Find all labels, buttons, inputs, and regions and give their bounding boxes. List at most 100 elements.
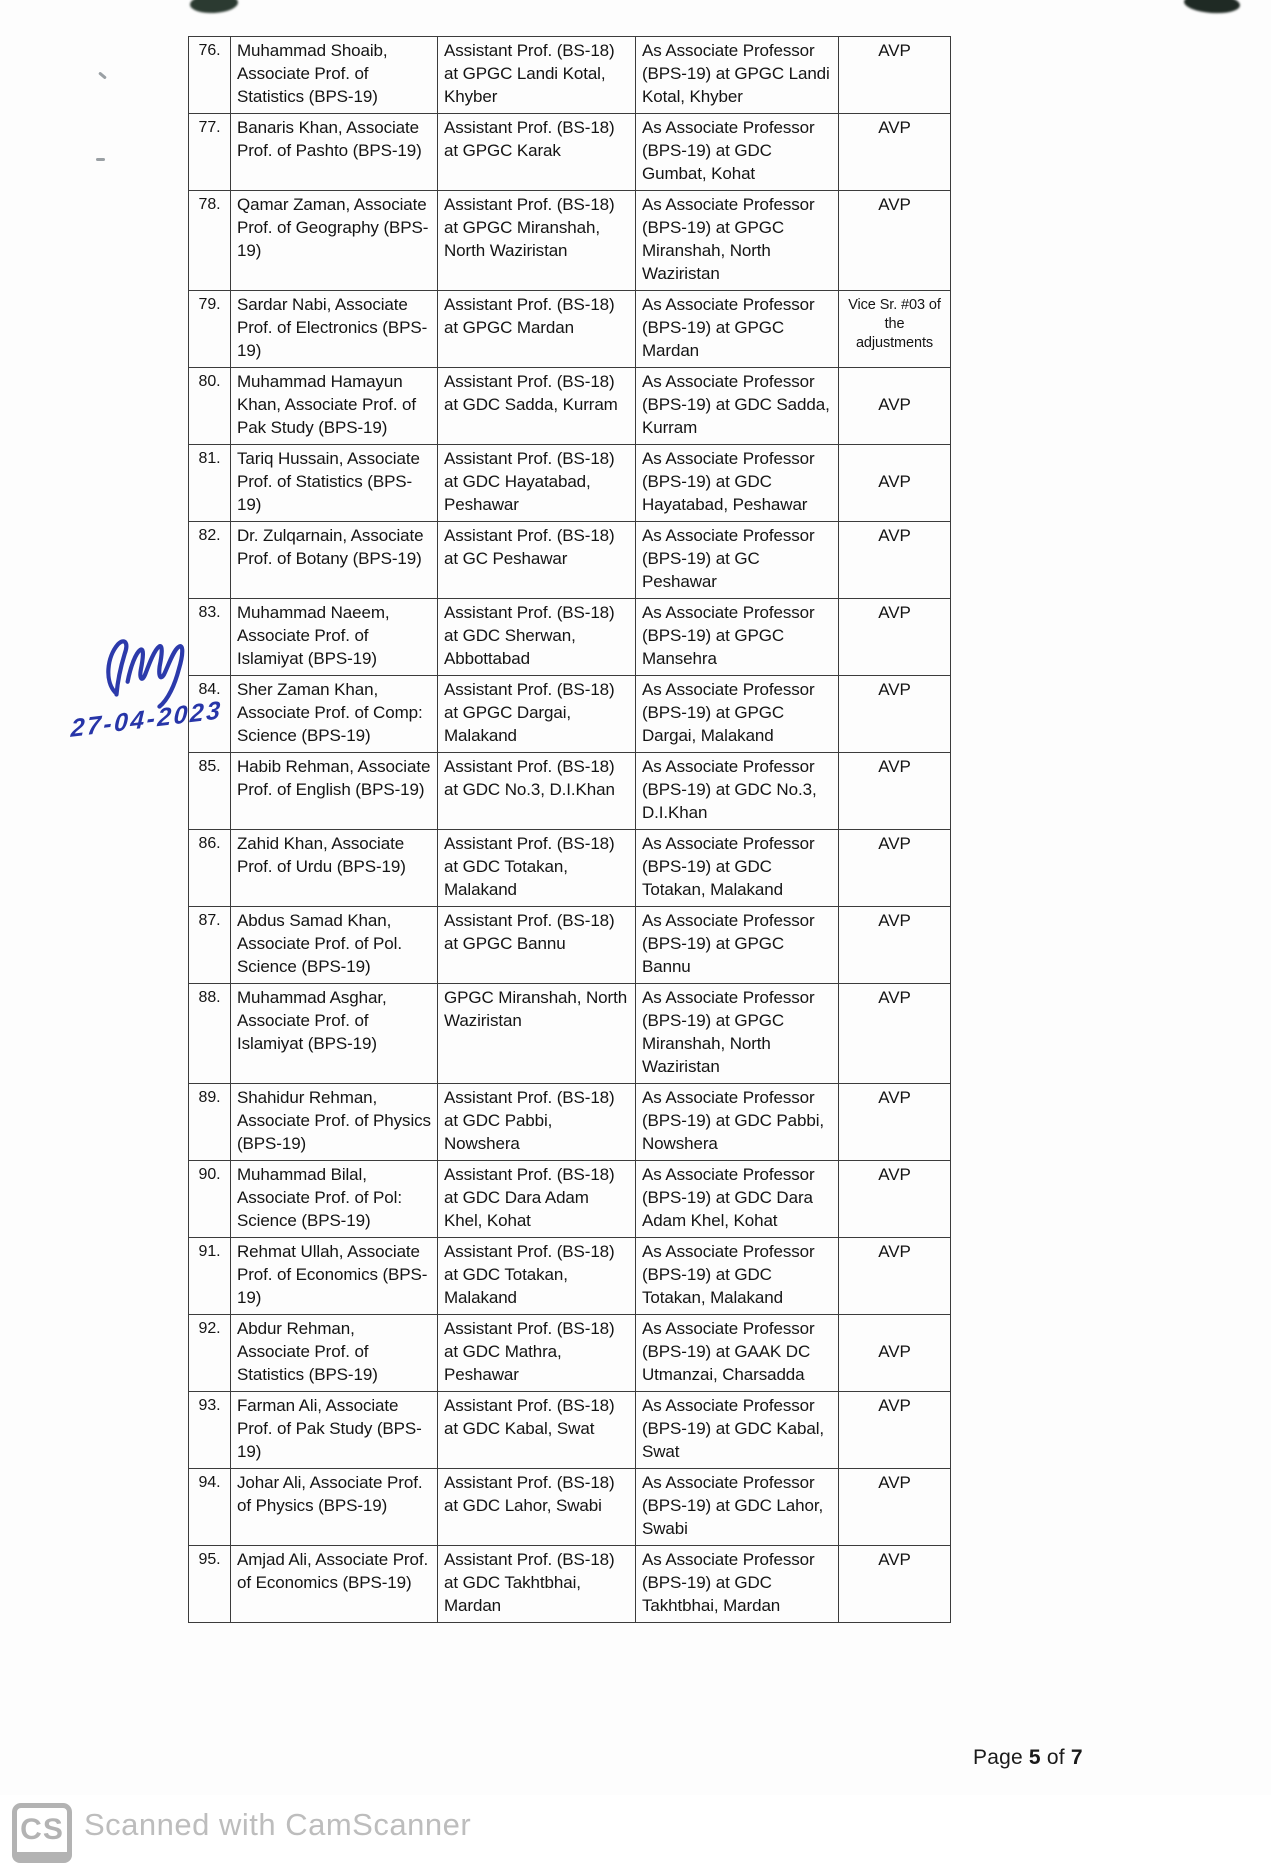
cell-remarks: AVP [838,521,951,599]
camscanner-watermark-text: Scanned with CamScanner [84,1807,472,1842]
cell-remarks: AVP [838,36,951,114]
cell-adjusted-position: As Associate Professor (BPS-19) at GPGC … [635,983,839,1084]
cell-name-designation: Muhammad Bilal, Associate Prof. of Pol: … [230,1160,438,1238]
table-row: 90. Muhammad Bilal, Associate Prof. of Po… [188,1160,951,1238]
table-row: 89. Shahidur Rehman, Associate Prof. of P… [188,1083,951,1161]
table-row: 77. Banaris Khan, Associate Prof. of Pash… [188,113,951,191]
cell-present-position: Assistant Prof. (BS-18) at GPGC Bannu [437,906,636,984]
cell-serial-no: 91. [188,1237,231,1315]
cell-name-designation: Shahidur Rehman, Associate Prof. of Phys… [230,1083,438,1161]
cell-remarks: AVP [838,367,951,445]
cell-serial-no: 78. [188,190,231,291]
cell-serial-no: 92. [188,1314,231,1392]
cell-remarks: AVP [838,675,951,753]
cell-present-position: GPGC Miranshah, North Waziristan [437,983,636,1084]
cell-remarks: AVP [838,1314,951,1392]
table-row: 83. Muhammad Naeem, Associate Prof. of Is… [188,598,951,676]
cell-remarks: AVP [838,598,951,676]
cell-serial-no: 84. [188,675,231,753]
cell-present-position: Assistant Prof. (BS-18) at GPGC Miransha… [437,190,636,291]
cell-adjusted-position: As Associate Professor (BPS-19) at GPGC … [635,598,839,676]
cell-serial-no: 82. [188,521,231,599]
cell-serial-no: 83. [188,598,231,676]
table-row: 86. Zahid Khan, Associate Prof. of Urdu (… [188,829,951,907]
scan-artifact [96,158,105,161]
cell-name-designation: Amjad Ali, Associate Prof. of Economics … [230,1545,438,1623]
cell-adjusted-position: As Associate Professor (BPS-19) at GDC G… [635,113,839,191]
table-row: 80. Muhammad Hamayun Khan, Associate Prof… [188,367,951,445]
scan-artifact [98,71,107,80]
cell-present-position: Assistant Prof. (BS-18) at GDC Totakan, … [437,829,636,907]
cell-remarks: AVP [838,752,951,830]
cell-present-position: Assistant Prof. (BS-18) at GDC Kabal, Sw… [437,1391,636,1469]
cell-remarks: AVP [838,1468,951,1546]
cell-adjusted-position: As Associate Professor (BPS-19) at GPGC … [635,190,839,291]
cell-present-position: Assistant Prof. (BS-18) at GPGC Landi Ko… [437,36,636,114]
cell-present-position: Assistant Prof. (BS-18) at GDC No.3, D.I… [437,752,636,830]
cell-name-designation: Muhammad Hamayun Khan, Associate Prof. o… [230,367,438,445]
cell-serial-no: 81. [188,444,231,522]
cell-name-designation: Muhammad Shoaib, Associate Prof. of Stat… [230,36,438,114]
cell-adjusted-position: As Associate Professor (BPS-19) at GAAK … [635,1314,839,1392]
cell-serial-no: 87. [188,906,231,984]
camscanner-logo-icon: CS [12,1803,72,1857]
cell-present-position: Assistant Prof. (BS-18) at GDC Sherwan, … [437,598,636,676]
cell-present-position: Assistant Prof. (BS-18) at GPGC Dargai, … [437,675,636,753]
cell-adjusted-position: As Associate Professor (BPS-19) at GPGC … [635,675,839,753]
cell-remarks: AVP [838,906,951,984]
cell-serial-no: 76. [188,36,231,114]
cell-name-designation: Abdus Samad Khan, Associate Prof. of Pol… [230,906,438,984]
cell-present-position: Assistant Prof. (BS-18) at GDC Dara Adam… [437,1160,636,1238]
page-current: 5 [1028,1746,1041,1769]
cell-name-designation: Banaris Khan, Associate Prof. of Pashto … [230,113,438,191]
cell-serial-no: 89. [188,1083,231,1161]
table-row: 76. Muhammad Shoaib, Associate Prof. of S… [188,36,951,114]
page-word: Page [973,1746,1023,1769]
cell-remarks: AVP [838,190,951,291]
cell-present-position: Assistant Prof. (BS-18) at GDC Takhtbhai… [437,1545,636,1623]
cell-serial-no: 88. [188,983,231,1084]
cell-adjusted-position: As Associate Professor (BPS-19) at GPGC … [635,906,839,984]
cell-serial-no: 80. [188,367,231,445]
cell-remarks: AVP [838,113,951,191]
cell-adjusted-position: As Associate Professor (BPS-19) at GDC K… [635,1391,839,1469]
cell-adjusted-position: As Associate Professor (BPS-19) at GDC T… [635,829,839,907]
cell-adjusted-position: As Associate Professor (BPS-19) at GDC T… [635,1545,839,1623]
cell-present-position: Assistant Prof. (BS-18) at GDC Totakan, … [437,1237,636,1315]
cell-present-position: Assistant Prof. (BS-18) at GPGC Karak [437,113,636,191]
cell-serial-no: 90. [188,1160,231,1238]
table-row: 88. Muhammad Asghar, Associate Prof. of I… [188,983,951,1084]
cell-name-designation: Abdur Rehman, Associate Prof. of Statist… [230,1314,438,1392]
table-row: 94. Johar Ali, Associate Prof. of Physics… [188,1468,951,1546]
cell-serial-no: 93. [188,1391,231,1469]
camscanner-footer: CS Scanned with CamScanner [0,1795,1271,1868]
table-row: 85. Habib Rehman, Associate Prof. of Engl… [188,752,951,830]
table-row: 91. Rehmat Ullah, Associate Prof. of Econ… [188,1237,951,1315]
cell-present-position: Assistant Prof. (BS-18) at GC Peshawar [437,521,636,599]
cell-name-designation: Sardar Nabi, Associate Prof. of Electron… [230,290,438,368]
cell-present-position: Assistant Prof. (BS-18) at GPGC Mardan [437,290,636,368]
table-row: 87. Abdus Samad Khan, Associate Prof. of … [188,906,951,984]
cell-serial-no: 94. [188,1468,231,1546]
cell-remarks: AVP [838,1160,951,1238]
cell-remarks: AVP [838,1237,951,1315]
cell-adjusted-position: As Associate Professor (BPS-19) at GDC N… [635,752,839,830]
camscanner-logo-base [12,1852,72,1863]
cell-serial-no: 79. [188,290,231,368]
cell-name-designation: Rehmat Ullah, Associate Prof. of Economi… [230,1237,438,1315]
cell-adjusted-position: As Associate Professor (BPS-19) at GDC S… [635,367,839,445]
cell-serial-no: 77. [188,113,231,191]
cell-present-position: Assistant Prof. (BS-18) at GDC Lahor, Sw… [437,1468,636,1546]
cell-name-designation: Muhammad Asghar, Associate Prof. of Isla… [230,983,438,1084]
cell-present-position: Assistant Prof. (BS-18) at GDC Hayatabad… [437,444,636,522]
cell-name-designation: Farman Ali, Associate Prof. of Pak Study… [230,1391,438,1469]
cell-name-designation: Tariq Hussain, Associate Prof. of Statis… [230,444,438,522]
page-of-word: of [1046,1746,1065,1769]
cell-remarks: AVP [838,1083,951,1161]
cell-remarks: AVP [838,983,951,1084]
table-row: 78. Qamar Zaman, Associate Prof. of Geogr… [188,190,951,291]
cell-adjusted-position: As Associate Professor (BPS-19) at GDC D… [635,1160,839,1238]
cell-remarks: AVP [838,829,951,907]
cell-adjusted-position: As Associate Professor (BPS-19) at GC Pe… [635,521,839,599]
adjustments-table: 76. Muhammad Shoaib, Associate Prof. of S… [188,36,951,1623]
